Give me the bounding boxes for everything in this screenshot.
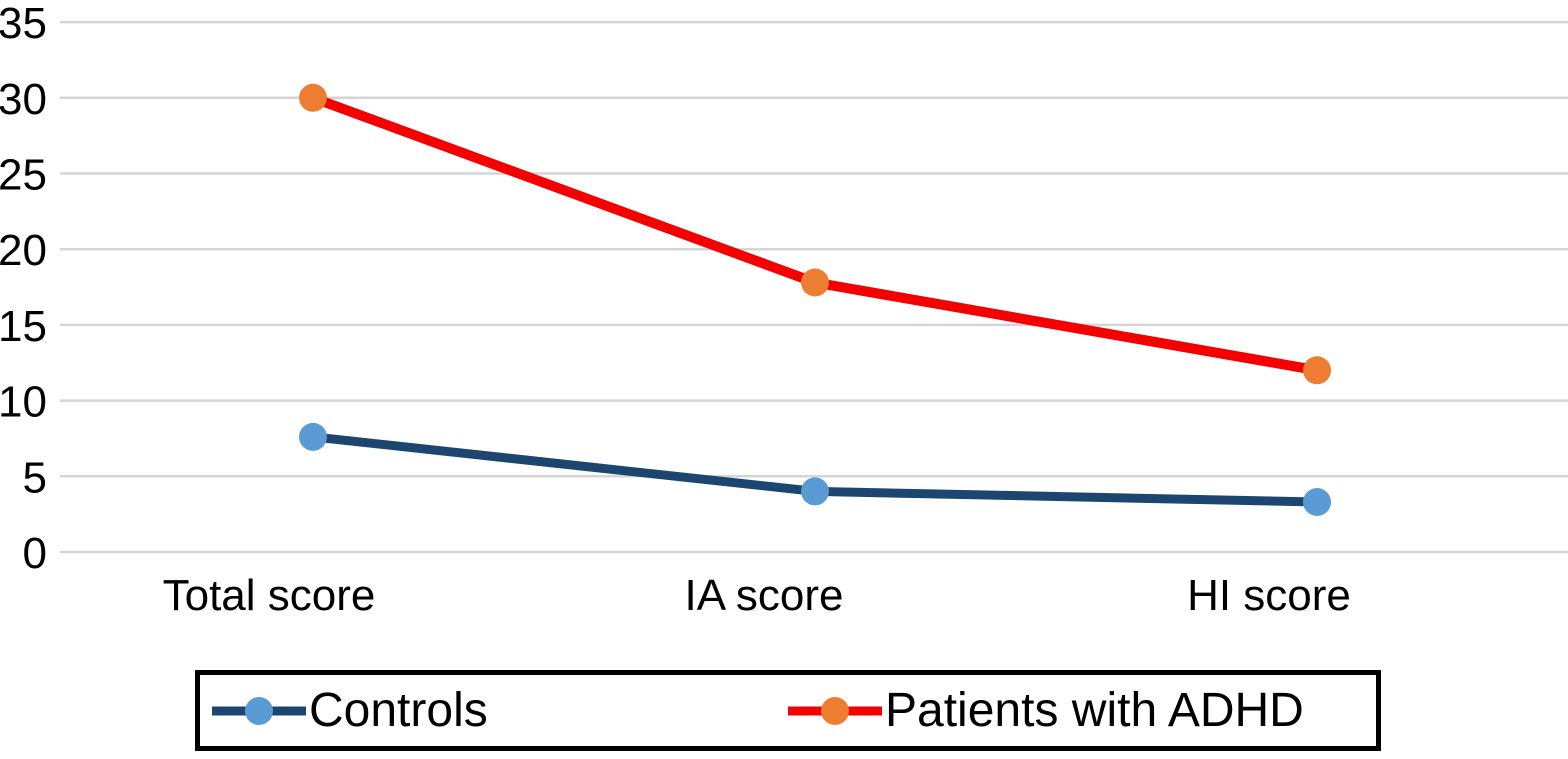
- controls-legend-swatch: [212, 695, 306, 727]
- adhd-data-point: [299, 83, 327, 112]
- x-category-label: IA score: [685, 571, 844, 620]
- adhd-data-point: [1303, 356, 1331, 385]
- adhd-series-line: [308, 92, 1322, 376]
- y-tick-label: 25: [0, 151, 47, 200]
- y-tick-label: 15: [0, 302, 47, 351]
- y-tick-label: 20: [0, 226, 47, 275]
- x-category-label: HI score: [1187, 571, 1351, 620]
- y-tick-label: 35: [0, 0, 47, 48]
- y-tick-label: 30: [0, 75, 47, 124]
- adhd-marker-icon: [821, 696, 849, 725]
- controls-data-point: [801, 477, 829, 506]
- y-tick-label: 0: [23, 529, 47, 578]
- controls-data-point: [1303, 488, 1331, 516]
- controls-marker-icon: [245, 696, 273, 725]
- legend-label-controls: Controls: [309, 683, 488, 737]
- legend-item-patients-with-adhd: Patients with ADHD: [788, 683, 1304, 737]
- x-category-label: Total score: [163, 571, 376, 620]
- chart-legend: Controls Patients with ADHD: [195, 670, 1381, 751]
- y-tick-label: 10: [0, 378, 47, 427]
- y-tick-label: 5: [23, 453, 47, 502]
- legend-label-patients-with-adhd: Patients with ADHD: [885, 683, 1304, 737]
- legend-item-controls: Controls: [212, 683, 488, 737]
- adhd-legend-swatch: [788, 695, 882, 727]
- controls-data-point: [299, 422, 327, 451]
- adhd-data-point: [801, 268, 829, 297]
